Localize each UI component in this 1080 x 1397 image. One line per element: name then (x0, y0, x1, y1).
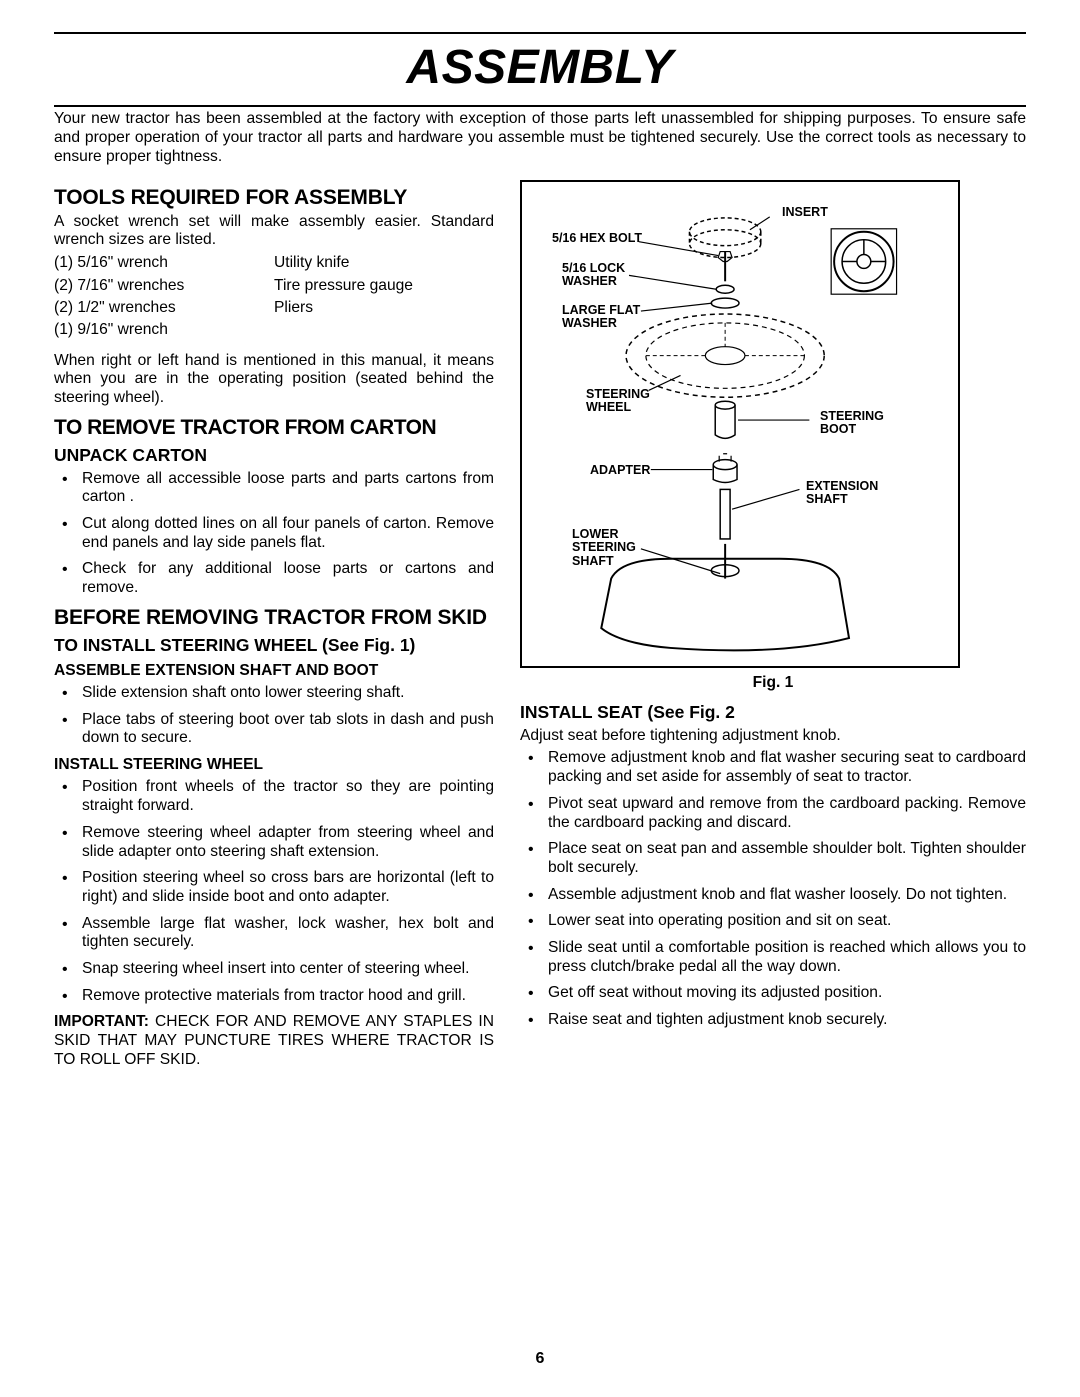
page-number: 6 (0, 1350, 1080, 1369)
content-columns: TOOLS REQUIRED FOR ASSEMBLY A socket wre… (54, 180, 1026, 1070)
install-seat-heading: INSTALL SEAT (See Fig. 2 (520, 702, 1026, 723)
seat-list: Remove adjustment knob and flat washer s… (520, 749, 1026, 1029)
list-item: Raise seat and tighten adjustment knob s… (520, 1011, 1026, 1030)
list-item: Slide extension shaft onto lower steerin… (54, 684, 494, 703)
label-steering-wheel: STEERING WHEEL (586, 388, 650, 416)
unpack-carton-sub: UNPACK CARTON (54, 445, 494, 466)
right-column: INSERT 5/16 HEX BOLT 5/16 LOCK WASHER LA… (520, 180, 1026, 1070)
important-note: IMPORTANT: CHECK FOR AND REMOVE ANY STAP… (54, 1013, 494, 1069)
left-column: TOOLS REQUIRED FOR ASSEMBLY A socket wre… (54, 180, 494, 1070)
list-item: Pivot seat upward and remove from the ca… (520, 795, 1026, 832)
figure-1-box: INSERT 5/16 HEX BOLT 5/16 LOCK WASHER LA… (520, 180, 960, 668)
install-wheel-sub: TO INSTALL STEERING WHEEL (See Fig. 1) (54, 635, 494, 656)
list-item: Snap steering wheel insert into center o… (54, 960, 494, 979)
figure-caption: Fig. 1 (520, 674, 1026, 692)
wheel-list: Position front wheels of the tractor so … (54, 778, 494, 1005)
tool-left-0: (1) 5/16" wrench (54, 254, 274, 272)
tool-left-3: (1) 9/16" wrench (54, 321, 274, 339)
list-item: Position front wheels of the tractor so … (54, 778, 494, 815)
list-item: Check for any additional loose parts or … (54, 560, 494, 597)
list-item: Remove steering wheel adapter from steer… (54, 824, 494, 861)
tool-right-3 (274, 321, 474, 339)
list-item: Position steering wheel so cross bars ar… (54, 869, 494, 906)
install-seat-note: Adjust seat before tightening adjustment… (520, 727, 1026, 746)
figure-1-svg (522, 182, 958, 666)
assemble-ext-sub: ASSEMBLE EXTENSION SHAFT AND BOOT (54, 662, 494, 680)
list-item: Slide seat until a comfortable position … (520, 939, 1026, 976)
label-extension-shaft: EXTENSION SHAFT (806, 480, 878, 508)
ext-list: Slide extension shaft onto lower steerin… (54, 684, 494, 748)
tool-left-1: (2) 7/16" wrenches (54, 277, 274, 295)
label-insert: INSERT (782, 206, 828, 220)
tools-heading: TOOLS REQUIRED FOR ASSEMBLY (54, 186, 494, 209)
tool-left-2: (2) 1/2" wrenches (54, 299, 274, 317)
page-title: ASSEMBLY (54, 40, 1026, 97)
label-lock-washer: 5/16 LOCK WASHER (562, 262, 625, 290)
list-item: Cut along dotted lines on all four panel… (54, 515, 494, 552)
before-skid-heading: BEFORE REMOVING TRACTOR FROM SKID (54, 606, 494, 629)
important-label: IMPORTANT: (54, 1013, 149, 1030)
list-item: Get off seat without moving its adjusted… (520, 984, 1026, 1003)
list-item: Remove protective materials from tractor… (54, 987, 494, 1006)
label-adapter: ADAPTER (590, 464, 650, 478)
list-item: Remove adjustment knob and flat washer s… (520, 749, 1026, 786)
install-wheel-sub2: INSTALL STEERING WHEEL (54, 756, 494, 774)
list-item: Place seat on seat pan and assemble shou… (520, 840, 1026, 877)
list-item: Assemble large flat washer, lock washer,… (54, 915, 494, 952)
tool-right-0: Utility knife (274, 254, 474, 272)
hand-note: When right or left hand is mentioned in … (54, 352, 494, 408)
tool-right-2: Pliers (274, 299, 474, 317)
title-rule (54, 105, 1026, 107)
intro-text: Your new tractor has been assembled at t… (54, 109, 1026, 166)
label-steering-boot: STEERING BOOT (820, 410, 884, 438)
list-item: Place tabs of steering boot over tab slo… (54, 711, 494, 748)
list-item: Remove all accessible loose parts and pa… (54, 470, 494, 507)
label-hex-bolt: 5/16 HEX BOLT (552, 232, 642, 246)
unpack-list: Remove all accessible loose parts and pa… (54, 470, 494, 598)
label-lower-shaft: LOWER STEERING SHAFT (572, 528, 636, 569)
tools-grid: (1) 5/16" wrench Utility knife (2) 7/16"… (54, 254, 494, 340)
list-item: Lower seat into operating position and s… (520, 912, 1026, 931)
tool-right-1: Tire pressure gauge (274, 277, 474, 295)
label-flat-washer: LARGE FLAT WASHER (562, 304, 640, 332)
tools-note: A socket wrench set will make assembly e… (54, 213, 494, 250)
list-item: Assemble adjustment knob and flat washer… (520, 886, 1026, 905)
remove-carton-heading: TO REMOVE TRACTOR FROM CARTON (54, 416, 494, 439)
top-rule (54, 32, 1026, 34)
